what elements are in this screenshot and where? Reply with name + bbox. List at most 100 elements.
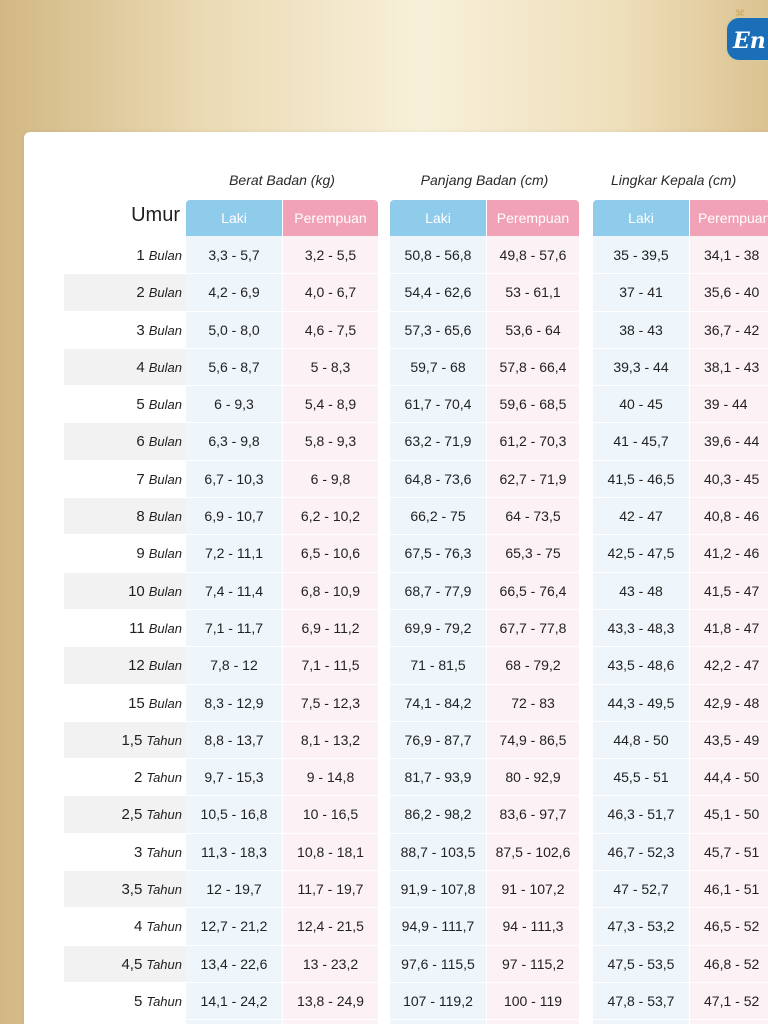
value-cell-lingkar-laki: 42 - 47 — [619, 508, 663, 525]
value-cell-lingkar-laki: 47,3 - 53,2 — [607, 918, 675, 935]
value-cell-berat-laki: 4,2 - 6,9 — [208, 284, 260, 301]
value-cell-berat-perempuan: 7,1 - 11,5 — [301, 657, 360, 674]
age-cell: 3,5 Tahun — [64, 871, 182, 908]
value-cell-berat-perempuan: 8,1 - 13,2 — [300, 731, 361, 748]
age-value: 10 — [128, 582, 145, 600]
value-cell-panjang-perempuan: 53,6 - 64 — [505, 321, 561, 338]
age-unit: Bulan — [148, 658, 182, 674]
row-divider — [64, 571, 768, 573]
value-cell-lingkar-laki: 46,7 - 52,3 — [607, 843, 675, 860]
value-cell-berat-laki: 6,9 - 10,7 — [204, 508, 264, 525]
value-cell-lingkar-laki: 44,8 - 50 — [613, 731, 669, 748]
value-cell-panjang-laki: 64,8 - 73,6 — [404, 470, 472, 487]
table-row: 5 Tahun 14,1 - 24,2 13,8 - 24,9 107 - 119,2 1… — [64, 983, 768, 1021]
age-value: 4,5 — [121, 955, 143, 973]
value-cell-berat-laki: 8,8 - 13,7 — [204, 731, 264, 748]
age-unit: Tahun — [146, 993, 182, 1009]
value-cell-panjang-perempuan: 68 - 79,2 — [505, 657, 561, 674]
value-cell-panjang-perempuan: 91 - 107,2 — [501, 881, 565, 898]
value-cell-berat-perempuan: 13 - 23,2 — [302, 955, 359, 972]
value-cell-panjang-laki: 76,9 - 87,7 — [404, 731, 472, 748]
value-cell-lingkar-laki: 38 - 43 — [619, 321, 663, 338]
value-cell-berat-perempuan: 11,7 - 19,7 — [297, 881, 364, 898]
value-cell-berat-perempuan: 4,6 - 7,5 — [304, 321, 357, 338]
table-body: 1 Bulan 3,3 - 5,7 3,2 - 5,5 50,8 - 56,8 49,8 … — [64, 237, 768, 1021]
value-cell-panjang-perempuan: 57,8 - 66,4 — [499, 358, 567, 375]
row-divider — [64, 981, 768, 983]
age-unit: Bulan — [148, 285, 182, 301]
table-row: 11 Bulan 7,1 - 11,7 6,9 - 11,2 69,9 - 79,2 67… — [64, 610, 768, 648]
value-cell-lingkar-laki: 41 - 45,7 — [613, 433, 669, 450]
value-cell-berat-perempuan: 9 - 14,8 — [306, 769, 355, 786]
value-cell-lingkar-laki: 47,5 - 53,5 — [607, 955, 675, 972]
age-value: 3,5 — [121, 881, 143, 899]
age-value: 1,5 — [121, 731, 143, 749]
row-divider — [64, 273, 768, 275]
value-cell-lingkar-laki: 40 - 45 — [619, 396, 663, 413]
value-cell-panjang-perempuan: 67,7 - 77,8 — [499, 619, 567, 636]
value-cell-berat-perempuan: 6 - 9,8 — [310, 470, 351, 487]
value-cell-panjang-laki: 86,2 - 98,2 — [404, 806, 472, 823]
age-cell: 6 Bulan — [64, 423, 182, 460]
value-cell-lingkar-perempuan: 41,5 - 47 — [704, 582, 760, 599]
table-row: 10 Bulan 7,4 - 11,4 6,8 - 10,9 68,7 - 77,9 66… — [64, 572, 768, 611]
value-cell-panjang-perempuan: 53 - 61,1 — [505, 284, 561, 301]
value-cell-lingkar-laki: 43,5 - 48,6 — [607, 657, 675, 674]
age-value: 6 — [136, 433, 145, 451]
age-unit: Tahun — [146, 882, 182, 898]
value-cell-berat-perempuan: 10,8 - 18,1 — [297, 843, 364, 860]
table-row: 6 Bulan 6,3 - 9,8 5,8 - 9,3 63,2 - 71,9 61,2 … — [64, 423, 768, 462]
age-value: 12 — [128, 657, 145, 675]
value-cell-berat-laki: 14,1 - 24,2 — [200, 992, 268, 1009]
value-cell-lingkar-perempuan: 40,8 - 46 — [704, 508, 760, 525]
column-band-panjang-perempuan — [487, 236, 579, 1024]
row-divider — [64, 459, 768, 461]
value-cell-panjang-perempuan: 61,2 - 70,3 — [499, 433, 567, 450]
age-unit: Bulan — [148, 695, 182, 711]
table-row: 1,5 Tahun 8,8 - 13,7 8,1 - 13,2 76,9 - 87,7 7… — [64, 721, 768, 760]
table-row: 3 Bulan 5,0 - 8,0 4,6 - 7,5 57,3 - 65,6 53,6 … — [64, 312, 768, 349]
value-cell-berat-laki: 12 - 19,7 — [206, 881, 262, 898]
row-divider — [64, 608, 768, 610]
table-row: 2,5 Tahun 10,5 - 16,8 10 - 16,5 86,2 - 98,2 8… — [64, 796, 768, 835]
value-cell-panjang-perempuan: 83,6 - 97,7 — [499, 806, 567, 823]
row-divider — [64, 1019, 768, 1021]
value-cell-berat-perempuan: 6,5 - 10,6 — [300, 545, 361, 562]
value-cell-lingkar-laki: 41,5 - 46,5 — [607, 470, 675, 487]
value-cell-lingkar-laki: 43 - 48 — [619, 582, 663, 599]
value-cell-panjang-laki: 61,7 - 70,4 — [404, 396, 472, 413]
age-unit: Tahun — [146, 807, 182, 823]
age-cell: 4 Bulan — [64, 349, 182, 386]
age-value: 2,5 — [121, 806, 143, 824]
table-row: 4 Bulan 5,6 - 8,7 5 - 8,3 59,7 - 68 57,8 - 66… — [64, 348, 768, 387]
age-unit: Tahun — [146, 956, 182, 972]
header-panjang-perempuan: Perempuan — [487, 200, 579, 236]
age-cell: 4 Tahun — [64, 908, 182, 945]
value-cell-lingkar-laki: 37 - 41 — [619, 284, 663, 301]
value-cell-berat-perempuan: 3,2 - 5,5 — [304, 247, 357, 263]
age-value: 15 — [128, 694, 145, 712]
value-cell-panjang-laki: 67,5 - 76,3 — [404, 545, 472, 562]
age-cell: 10 Bulan — [64, 573, 182, 610]
value-cell-berat-perempuan: 4,0 - 6,7 — [304, 284, 357, 301]
column-band-berat-perempuan — [283, 236, 378, 1024]
value-cell-panjang-laki: 50,8 - 56,8 — [404, 247, 472, 263]
age-unit: Bulan — [148, 322, 182, 338]
value-cell-lingkar-laki: 45,5 - 51 — [613, 769, 669, 786]
header-panjang-laki: Laki — [390, 200, 486, 236]
value-cell-panjang-laki: 63,2 - 71,9 — [404, 433, 472, 450]
header-lingkar-perempuan: Perempuan — [690, 200, 768, 236]
age-cell: 1,5 Tahun — [64, 722, 182, 759]
group-title-panjang-badan: Panjang Badan (cm) — [420, 172, 549, 188]
age-unit: Bulan — [148, 397, 182, 413]
age-cell: 4,5 Tahun — [64, 946, 182, 983]
age-value: 8 — [136, 508, 145, 526]
value-cell-berat-laki: 5,0 - 8,0 — [208, 321, 260, 338]
value-cell-berat-laki: 10,5 - 16,8 — [200, 806, 268, 823]
row-divider — [64, 310, 768, 312]
value-cell-berat-perempuan: 5,4 - 8,9 — [304, 396, 357, 413]
value-cell-berat-laki: 12,7 - 21,2 — [200, 918, 268, 935]
ribbon-icon: ⌘ — [735, 9, 745, 20]
value-cell-panjang-perempuan: 94 - 111,3 — [502, 918, 564, 935]
value-cell-lingkar-perempuan: 40,3 - 45 — [704, 470, 760, 487]
